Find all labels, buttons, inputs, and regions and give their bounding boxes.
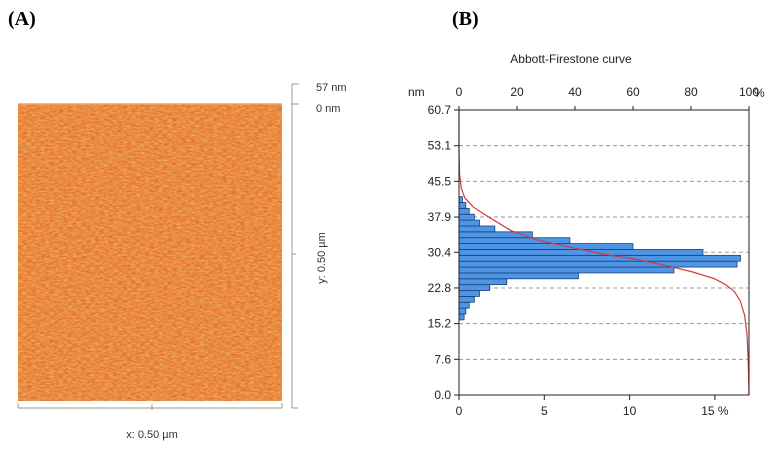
abbott-firestone-chart: Abbott-Firestone curve nm 0.0 7.6 15.2 22.8… <box>380 0 784 444</box>
histogram-bar <box>458 243 634 250</box>
top-axis-unit: % <box>754 86 765 100</box>
histogram-bar <box>458 272 579 280</box>
histogram-bar <box>458 207 470 215</box>
histogram-bar <box>458 284 491 291</box>
afm-panel: 57 nm 0 nm y: 0.50 µm x: 0.50 µm <box>0 0 380 444</box>
histogram-bar <box>458 260 738 268</box>
histogram-bar <box>458 225 496 233</box>
panel-b-label: (B) <box>452 8 479 30</box>
y-tick-label: 53.1 <box>428 139 452 153</box>
y-tick-label: 22.8 <box>428 281 452 295</box>
bottom-tick-label: 10 <box>623 404 637 418</box>
x-extent-label: x: 0.50 µm <box>126 429 178 441</box>
bottom-axis-ticks: 0 5 10 15 % <box>456 395 729 418</box>
y-tick-label: 7.6 <box>434 352 451 366</box>
bottom-tick-label: 0 <box>456 404 463 418</box>
bottom-tick-label: 5 <box>541 404 548 418</box>
y-unit-label: nm <box>408 85 425 99</box>
z-scale: 57 nm 0 nm y: 0.50 µm <box>291 82 347 409</box>
bottom-tick-label: 15 % <box>701 404 729 418</box>
y-extent-label: y: 0.50 µm <box>316 232 328 284</box>
y-tick-label: 60.7 <box>428 103 452 117</box>
histogram-bar <box>458 307 467 315</box>
histogram-bar <box>458 202 467 209</box>
chart-title: Abbott-Firestone curve <box>510 52 632 66</box>
y-tick-label: 15.2 <box>428 317 452 331</box>
top-tick-label: 20 <box>510 85 524 99</box>
panel-a-label: (A) <box>8 8 36 30</box>
histogram-bar <box>458 254 741 262</box>
histogram-bar <box>458 290 480 297</box>
y-tick-label: 45.5 <box>428 174 452 188</box>
z-scale-top-label: 57 nm <box>316 82 347 94</box>
histogram-bar <box>458 219 480 227</box>
histogram-bar <box>458 266 675 274</box>
top-tick-label: 80 <box>684 85 698 99</box>
abbott-firestone-curve <box>458 110 750 396</box>
histogram-bars <box>458 196 741 321</box>
histogram-bar <box>458 301 470 309</box>
histogram-bar <box>458 249 704 256</box>
histogram-bar <box>458 237 571 244</box>
y-tick-label: 30.4 <box>428 245 452 259</box>
z-scale-bottom-label: 0 nm <box>316 103 340 115</box>
x-scale: x: 0.50 µm <box>17 403 283 441</box>
top-tick-label: 60 <box>626 85 640 99</box>
histogram-bar <box>458 213 475 221</box>
y-tick-label: 37.9 <box>428 210 452 224</box>
histogram-bar <box>458 196 463 203</box>
y-axis-ticks: 0.0 7.6 15.2 22.8 30.4 37.9 45.5 53.1 60.7 <box>428 103 459 402</box>
top-tick-label: 40 <box>568 85 582 99</box>
top-tick-label: 0 <box>456 85 463 99</box>
top-tick-label: 100 <box>739 85 759 99</box>
afm-image <box>18 103 282 401</box>
histogram-bar <box>458 313 465 321</box>
top-axis-ticks: 0 20 40 60 80 100 <box>456 85 759 110</box>
histogram-bar <box>458 278 508 286</box>
histogram-bar <box>458 296 475 303</box>
y-tick-label: 0.0 <box>434 388 451 402</box>
